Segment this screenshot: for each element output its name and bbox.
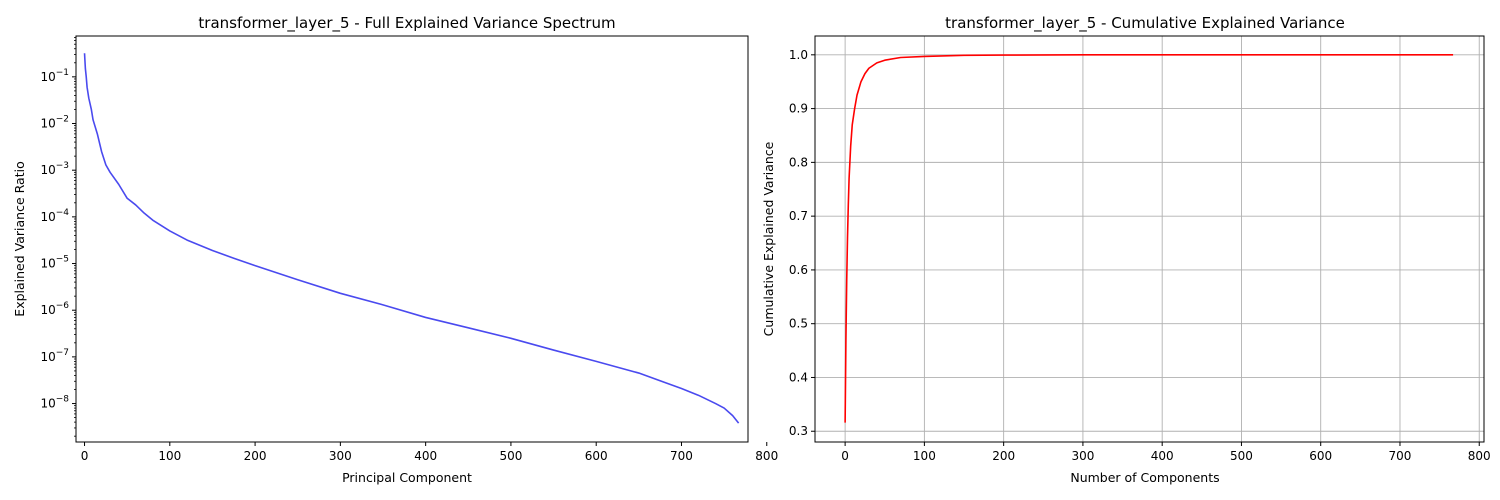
plot-area: 0 100 200 300 400 500 600 700 800 0.3 0.4 0.5 0.6 0.7… bbox=[789, 35, 1491, 463]
chart-title: transformer_layer_5 - Cumulative Explain… bbox=[945, 14, 1345, 33]
y-tick-label: 0.5 bbox=[789, 317, 808, 331]
x-tick-label: 0 bbox=[81, 449, 89, 463]
plot-frame bbox=[75, 35, 749, 443]
y-tick-label: 0.4 bbox=[789, 370, 808, 384]
x-tick-label: 100 bbox=[158, 449, 181, 463]
x-tick-label: 600 bbox=[1309, 449, 1332, 463]
y-tick-label: 10−8 bbox=[40, 395, 69, 411]
y-tick-label: 10−2 bbox=[40, 115, 69, 131]
x-tick-label: 500 bbox=[499, 449, 522, 463]
x-tick-label: 200 bbox=[992, 449, 1015, 463]
x-tick-label: 300 bbox=[329, 449, 352, 463]
x-tick-label: 600 bbox=[585, 449, 608, 463]
x-axis-label: Number of Components bbox=[1070, 470, 1219, 485]
x-tick-label: 200 bbox=[244, 449, 267, 463]
x-axis-label: Principal Component bbox=[342, 470, 472, 485]
y-axis-label: Cumulative Explained Variance bbox=[761, 141, 776, 336]
x-tick-label: 700 bbox=[670, 449, 693, 463]
x-tick-label: 700 bbox=[1389, 449, 1412, 463]
y-tick-label: 10−1 bbox=[40, 68, 69, 84]
y-tick-label: 0.3 bbox=[789, 424, 808, 438]
x-tick-label: 800 bbox=[1468, 449, 1491, 463]
y-axis-label: Explained Variance Ratio bbox=[12, 161, 27, 316]
x-tick-label: 300 bbox=[1071, 449, 1094, 463]
y-tick-label: 10−6 bbox=[40, 301, 69, 317]
y-tick-label: 1.0 bbox=[789, 48, 808, 62]
y-tick-label: 10−7 bbox=[40, 348, 69, 364]
y-tick-label: 10−3 bbox=[40, 161, 69, 177]
x-tick-label: 100 bbox=[913, 449, 936, 463]
x-tick-label: 800 bbox=[755, 449, 778, 463]
cumulative-explained-variance-chart: transformer_layer_5 - Cumulative Explain… bbox=[761, 14, 1491, 485]
y-tick-label: 10−5 bbox=[40, 255, 69, 271]
explained-variance-spectrum-chart: transformer_layer_5 - Full Explained Var… bbox=[12, 14, 778, 485]
y-tick-label: 0.7 bbox=[789, 209, 808, 223]
y-tick-label: 0.8 bbox=[789, 155, 808, 169]
series-line bbox=[844, 54, 1454, 423]
x-tick-label: 400 bbox=[1151, 449, 1174, 463]
y-tick-label: 0.6 bbox=[789, 263, 808, 277]
y-tick-label: 0.9 bbox=[789, 102, 808, 116]
chart-title: transformer_layer_5 - Full Explained Var… bbox=[198, 14, 615, 33]
x-tick-label: 500 bbox=[1230, 449, 1253, 463]
plot-area: 0 100 200 300 400 500 600 700 800 10−8 10−7 10−6 10−… bbox=[40, 35, 778, 463]
plot-frame bbox=[814, 35, 1485, 443]
x-tick-label: 0 bbox=[841, 449, 849, 463]
x-tick-label: 400 bbox=[414, 449, 437, 463]
series-line bbox=[83, 53, 740, 424]
y-tick-label: 10−4 bbox=[40, 208, 69, 224]
